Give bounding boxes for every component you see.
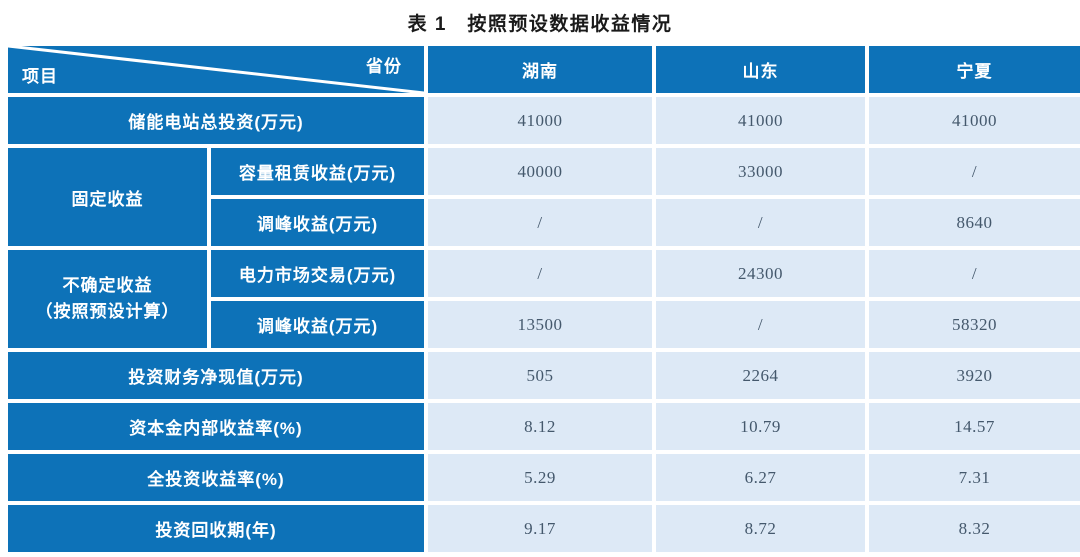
- row-label-power-market-trading: 电力市场交易(万元): [211, 250, 424, 297]
- cell-value: 41000: [428, 97, 652, 144]
- cell-value: 24300: [656, 250, 865, 297]
- cell-value: 9.17: [428, 505, 652, 552]
- group-label-fixed-income: 固定收益: [8, 148, 207, 246]
- row-label-npv: 投资财务净现值(万元): [8, 352, 424, 399]
- cell-value: 505: [428, 352, 652, 399]
- diagonal-line: [8, 46, 424, 93]
- table-row: 全投资收益率(%) 5.29 6.27 7.31: [8, 454, 1080, 501]
- cell-value: 10.79: [656, 403, 865, 450]
- row-label-capital-irr: 资本金内部收益率(%): [8, 403, 424, 450]
- table-row: 资本金内部收益率(%) 8.12 10.79 14.57: [8, 403, 1080, 450]
- cell-value: 2264: [656, 352, 865, 399]
- row-label-payback-period: 投资回收期(年): [8, 505, 424, 552]
- cell-value: 41000: [869, 97, 1080, 144]
- corner-province-label: 省份: [366, 57, 402, 76]
- group-label-line2: （按照预设计算）: [35, 302, 180, 321]
- table-row: 不确定收益 （按照预设计算） 电力市场交易(万元) / 24300 /: [8, 250, 1080, 348]
- cell-value: 33000: [656, 148, 865, 195]
- cell-value: 40000: [428, 148, 652, 195]
- cell-value: 8640: [869, 199, 1080, 246]
- row-label-capacity-lease: 容量租赁收益(万元): [211, 148, 424, 195]
- group-label-uncertain-income: 不确定收益 （按照预设计算）: [8, 250, 207, 348]
- group-label-line1: 不确定收益: [62, 275, 153, 295]
- cell-value: 58320: [869, 301, 1080, 348]
- cell-value: /: [869, 148, 1080, 195]
- table-row: 固定收益 容量租赁收益(万元) 40000 33000 /: [8, 148, 1080, 246]
- col-header-hunan: 湖南: [428, 46, 652, 93]
- corner-cell: 省份 项目: [8, 46, 424, 93]
- table-row: 投资回收期(年) 9.17 8.72 8.32: [8, 505, 1080, 552]
- corner-item-label: 项目: [22, 67, 58, 86]
- page-title: 表 1 按照预设数据收益情况: [407, 14, 673, 35]
- table-row: 调峰收益(万元) / / 8640: [8, 199, 1080, 246]
- table-row: 投资财务净现值(万元) 505 2264 3920: [8, 352, 1080, 399]
- cell-value: 41000: [656, 97, 865, 144]
- row-label-total-investment: 储能电站总投资(万元): [8, 97, 424, 144]
- row-label-fixed-peak-shaving: 调峰收益(万元): [211, 199, 424, 246]
- cell-value: 8.32: [869, 505, 1080, 552]
- revenue-table: 省份 项目 湖南 山东 宁夏 储能电站总投资(万元) 41000 41000 4…: [4, 42, 1080, 556]
- cell-value: 13500: [428, 301, 652, 348]
- row-label-uncertain-peak-shaving: 调峰收益(万元): [211, 301, 424, 348]
- cell-value: 5.29: [428, 454, 652, 501]
- row-label-total-roi: 全投资收益率(%): [8, 454, 424, 501]
- cell-value: /: [656, 301, 865, 348]
- col-header-shandong: 山东: [656, 46, 865, 93]
- cell-value: 6.27: [656, 454, 865, 501]
- cell-value: 8.72: [656, 505, 865, 552]
- table-row: 储能电站总投资(万元) 41000 41000 41000: [8, 97, 1080, 144]
- cell-value: 7.31: [869, 454, 1080, 501]
- cell-value: /: [869, 250, 1080, 297]
- cell-value: /: [428, 250, 652, 297]
- cell-value: /: [656, 199, 865, 246]
- table-row: 调峰收益(万元) 13500 / 58320: [8, 301, 1080, 348]
- cell-value: 3920: [869, 352, 1080, 399]
- cell-value: 8.12: [428, 403, 652, 450]
- cell-value: /: [428, 199, 652, 246]
- col-header-ningxia: 宁夏: [869, 46, 1080, 93]
- header-row: 省份 项目 湖南 山东 宁夏: [8, 46, 1080, 93]
- cell-value: 14.57: [869, 403, 1080, 450]
